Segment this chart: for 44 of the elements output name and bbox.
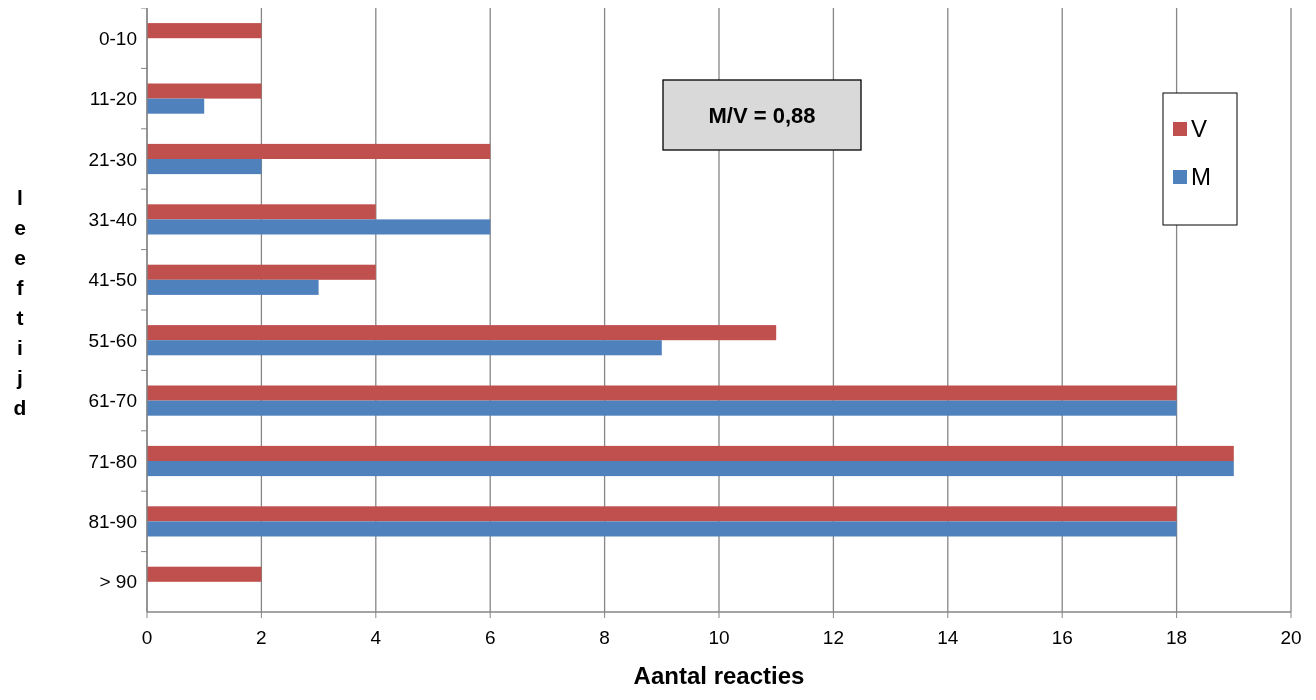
y-axis-title: leeftijd — [13, 186, 27, 419]
legend-label: V — [1191, 115, 1208, 143]
x-tick-label: 6 — [484, 627, 496, 648]
annotation: M/V = 0,88 — [708, 102, 816, 128]
x-tick-label: 0 — [141, 627, 153, 648]
y-tick-label: 61-70 — [88, 390, 137, 412]
x-axis-title: Aantal reacties — [633, 662, 805, 689]
y-tick-label: 21-30 — [88, 148, 137, 170]
x-tick-label: 8 — [599, 627, 610, 648]
x-tick-label: 4 — [370, 627, 382, 648]
bar — [147, 461, 1234, 477]
y-tick-label: 51-60 — [88, 329, 137, 351]
y-tick-label: 11-20 — [89, 88, 137, 110]
x-tick-label: 14 — [937, 627, 959, 648]
y-tick-label: > 90 — [99, 571, 137, 593]
bar — [147, 566, 262, 582]
bar — [147, 264, 376, 280]
bar — [147, 219, 491, 235]
bar — [147, 204, 376, 220]
x-tick-label: 12 — [822, 627, 844, 648]
bar — [147, 159, 262, 175]
y-tick-label: 41-50 — [88, 269, 137, 291]
bar — [147, 83, 262, 99]
bar — [147, 143, 491, 159]
bar — [147, 506, 1177, 522]
bar — [147, 98, 205, 114]
bar — [147, 445, 1234, 461]
bar — [147, 325, 777, 341]
y-tick-label: 31-40 — [88, 209, 137, 231]
y-tick-label: 71-80 — [88, 450, 137, 472]
bar — [147, 23, 262, 39]
bar — [147, 521, 1177, 537]
bar — [147, 400, 1177, 416]
x-tick-label: 20 — [1280, 627, 1302, 648]
bar — [147, 340, 662, 356]
x-tick-label: 10 — [708, 627, 730, 648]
y-tick-label: 0-10 — [98, 27, 137, 49]
x-tick-label: 2 — [256, 627, 267, 648]
bar — [147, 279, 319, 295]
x-tick-label: 16 — [1051, 627, 1073, 648]
y-tick-label: 81-90 — [88, 511, 137, 533]
bar — [147, 385, 1177, 401]
legend-label: M — [1191, 163, 1211, 191]
x-tick-label: 18 — [1166, 627, 1188, 648]
